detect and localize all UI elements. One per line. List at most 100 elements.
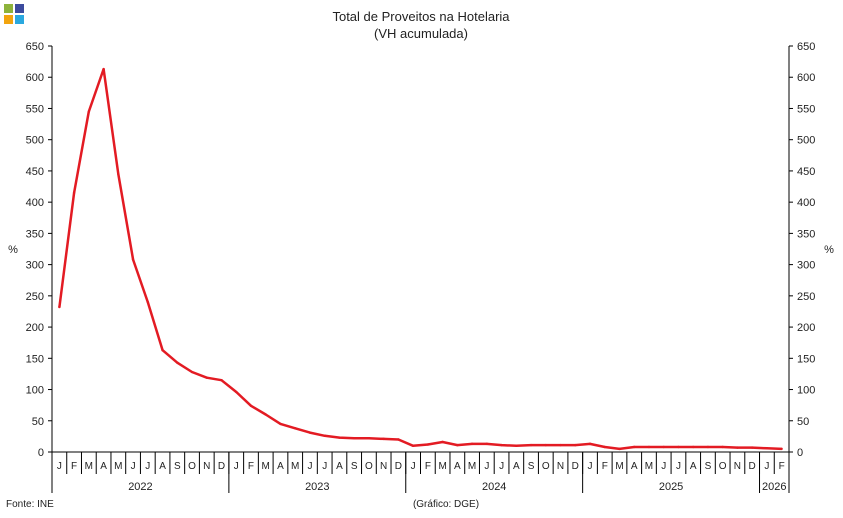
data-point xyxy=(72,191,76,194)
data-point xyxy=(190,370,194,374)
y-tick-label-left: 200 xyxy=(26,322,44,334)
data-point xyxy=(736,446,739,449)
month-label: A xyxy=(631,461,638,472)
data-point xyxy=(161,348,164,352)
data-point xyxy=(308,431,312,434)
logo-square xyxy=(15,15,24,24)
logo-square xyxy=(15,4,24,13)
data-point xyxy=(235,390,238,394)
data-point xyxy=(706,445,710,449)
y-tick-label-right: 350 xyxy=(797,228,815,240)
month-label: N xyxy=(203,461,210,472)
y-tick-label-right: 150 xyxy=(797,353,815,365)
y-tick-label-right: 650 xyxy=(797,41,815,53)
y-tick-label-left: 450 xyxy=(26,166,44,178)
data-point xyxy=(352,437,356,440)
data-point xyxy=(559,443,562,447)
month-label: J xyxy=(661,461,666,472)
data-point xyxy=(264,413,267,416)
y-tick-label-right: 0 xyxy=(797,447,803,459)
y-tick-label-right: 50 xyxy=(797,416,809,428)
data-point xyxy=(780,447,783,451)
month-label: F xyxy=(425,461,431,472)
y-tick-label-left: 350 xyxy=(26,228,44,240)
y-tick-label-left: 650 xyxy=(26,41,44,53)
series-line xyxy=(58,67,782,451)
month-label: A xyxy=(277,461,284,472)
y-tick-label-right: 600 xyxy=(797,72,815,84)
source-note: Fonte: INE xyxy=(6,499,54,510)
data-point xyxy=(603,445,606,449)
data-point xyxy=(765,447,769,450)
data-point xyxy=(323,434,326,437)
data-point xyxy=(102,67,105,71)
data-point xyxy=(750,446,754,449)
data-point xyxy=(662,445,665,449)
data-point xyxy=(249,404,253,407)
y-tick-label-right: 550 xyxy=(797,103,815,115)
month-label: F xyxy=(71,461,77,472)
y-tick-label-left: 500 xyxy=(26,135,44,147)
month-label: S xyxy=(705,461,712,472)
y-tick-label-right: 450 xyxy=(797,166,815,178)
year-label: 2025 xyxy=(659,481,683,493)
month-label: M xyxy=(262,461,270,472)
data-point xyxy=(382,437,385,441)
month-label: N xyxy=(734,461,741,472)
month-label: O xyxy=(719,461,727,472)
data-point xyxy=(338,436,341,439)
data-point xyxy=(544,443,547,447)
logo-square xyxy=(4,4,13,13)
month-label: M xyxy=(645,461,653,472)
data-point xyxy=(633,445,636,449)
month-label: J xyxy=(322,461,327,472)
month-label: O xyxy=(542,461,550,472)
y-tick-label-left: 50 xyxy=(32,416,44,428)
month-label: M xyxy=(615,461,623,472)
month-label: D xyxy=(572,461,579,472)
y-axis-label-right: % xyxy=(824,244,834,256)
data-point xyxy=(691,445,695,449)
month-label: J xyxy=(57,461,62,472)
month-label: M xyxy=(438,461,446,472)
month-label: J xyxy=(411,461,416,472)
data-point xyxy=(574,443,577,447)
month-label: F xyxy=(602,461,608,472)
month-label: M xyxy=(114,461,122,472)
month-label: J xyxy=(131,461,136,472)
data-point xyxy=(529,443,533,447)
data-point xyxy=(397,438,400,441)
month-label: J xyxy=(484,461,489,472)
year-label: 2022 xyxy=(128,481,152,493)
month-label: A xyxy=(159,461,166,472)
data-point xyxy=(441,440,444,444)
y-tick-label-left: 300 xyxy=(26,260,44,272)
y-tick-label-right: 200 xyxy=(797,322,815,334)
month-label: J xyxy=(588,461,593,472)
month-label: F xyxy=(248,461,254,472)
data-point xyxy=(485,442,489,446)
data-point xyxy=(205,376,208,379)
credit-note: (Gráfico: DGE) xyxy=(413,499,479,510)
data-point xyxy=(588,442,592,446)
month-label: A xyxy=(513,461,520,472)
month-label: S xyxy=(174,461,181,472)
y-tick-label-right: 500 xyxy=(797,135,815,147)
data-point xyxy=(146,300,150,304)
year-label: 2024 xyxy=(482,481,506,493)
chart-title: Total de Proveitos na Hotelaria xyxy=(332,9,510,24)
y-tick-label-left: 100 xyxy=(26,385,44,397)
month-label: A xyxy=(100,461,107,472)
data-point xyxy=(294,427,297,430)
data-point xyxy=(131,258,135,261)
year-label: 2023 xyxy=(305,481,329,493)
data-point xyxy=(220,378,223,382)
data-point xyxy=(500,443,503,447)
y-tick-label-left: 250 xyxy=(26,291,44,303)
data-point xyxy=(721,445,724,449)
data-point xyxy=(515,444,518,447)
y-tick-label-left: 0 xyxy=(38,447,44,459)
month-label: F xyxy=(779,461,785,472)
y-axis-label-left: % xyxy=(8,244,18,256)
